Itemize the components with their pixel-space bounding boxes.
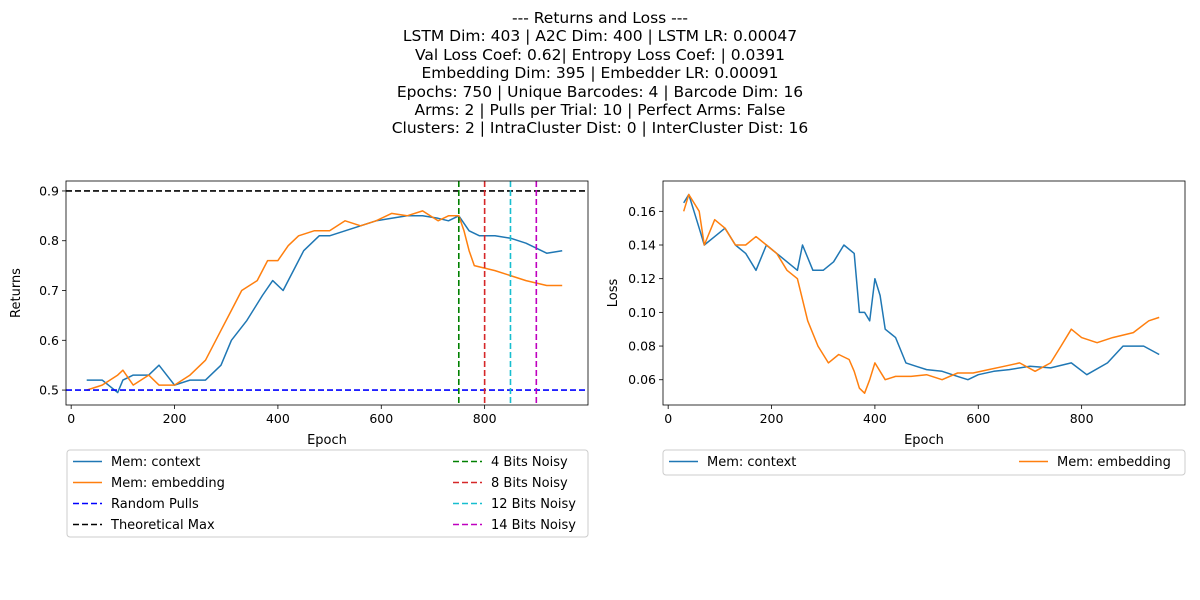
x-tick-label: 400 [266,411,290,426]
legend-label-8-bits-noisy: 8 Bits Noisy [491,476,568,491]
y-tick-label: 0.16 [628,204,656,219]
x-tick-label: 600 [966,411,990,426]
title-line-6: Arms: 2 | Pulls per Trial: 10 | Perfect … [414,101,786,120]
title-line-7: Clusters: 2 | IntraCluster Dist: 0 | Int… [391,119,809,138]
legend-label-mem-context: Mem: context [111,455,200,470]
legend: Mem: context Mem: embedding [662,449,1186,476]
legend-label-mem-embedding: Mem: embedding [111,476,225,491]
title-line-1: --- Returns and Loss --- [512,9,688,27]
plot-area [66,181,588,405]
legend-label-4-bits-noisy: 4 Bits Noisy [491,455,568,470]
title-line-5: Epochs: 750 | Unique Barcodes: 4 | Barco… [396,82,804,101]
y-tick-label: 0.9 [39,183,59,198]
y-tick-label: 0.5 [39,383,59,398]
returns-chart: 0 200 400 600 800 0.5 0.6 0.7 0.8 0.9 Epoch Returns… [9,180,589,538]
y-tick-label: 0.8 [39,233,59,248]
series-mem-context [86,215,563,394]
legend-label-14-bits-noisy: 14 Bits Noisy [491,518,576,533]
legend: Mem: context Mem: embedding Random Pulls Th… [66,449,589,538]
y-tick-label: 0.06 [628,372,656,387]
y-axis-label: Returns [9,268,24,318]
x-axis-label: Epoch [307,433,347,448]
x-tick-label: 200 [760,411,784,426]
x-tick-label: 200 [163,411,187,426]
x-tick-label: 600 [369,411,393,426]
x-tick-label: 0 [664,411,672,426]
loss-chart: 0 200 400 600 800 0.06 0.08 0.10 0.12 0.14 0.16 Epo… [606,180,1186,476]
series-mem-embedding [86,210,563,391]
y-tick-label: 0.12 [628,271,656,286]
y-tick-label: 0.10 [628,305,656,320]
legend-label-random-pulls: Random Pulls [111,497,199,512]
series-mem-context [683,193,1160,381]
figure-title: --- Returns and Loss --- LSTM Dim: 403 |… [0,9,1200,138]
y-tick-label: 0.08 [628,339,656,354]
x-axis-label: Epoch [904,433,944,448]
x-tick-label: 400 [863,411,887,426]
legend-box [66,449,589,538]
series-mem-embedding [682,193,1160,394]
title-line-4: Embedding Dim: 395 | Embedder LR: 0.0009… [421,64,779,83]
axes-frame [662,180,1186,406]
axes-frame [65,180,589,406]
title-line-2: LSTM Dim: 403 | A2C Dim: 400 | LSTM LR: … [402,27,798,46]
x-tick-label: 800 [1070,411,1094,426]
title-line-3: Val Loss Coef: 0.62| Entropy Loss Coef: … [415,45,785,64]
legend-label-theoretical-max: Theoretical Max [110,518,215,533]
plot-area [682,193,1160,394]
y-tick-label: 0.7 [39,283,59,298]
x-tick-label: 0 [67,411,75,426]
y-tick-label: 0.6 [39,333,59,348]
legend-box [662,449,1186,476]
y-tick-label: 0.14 [628,238,656,253]
legend-label-12-bits-noisy: 12 Bits Noisy [491,497,576,512]
legend-label-mem-context: Mem: context [707,455,796,470]
x-tick-label: 800 [473,411,497,426]
y-axis-label: Loss [606,279,621,308]
legend-label-mem-embedding: Mem: embedding [1057,455,1171,470]
